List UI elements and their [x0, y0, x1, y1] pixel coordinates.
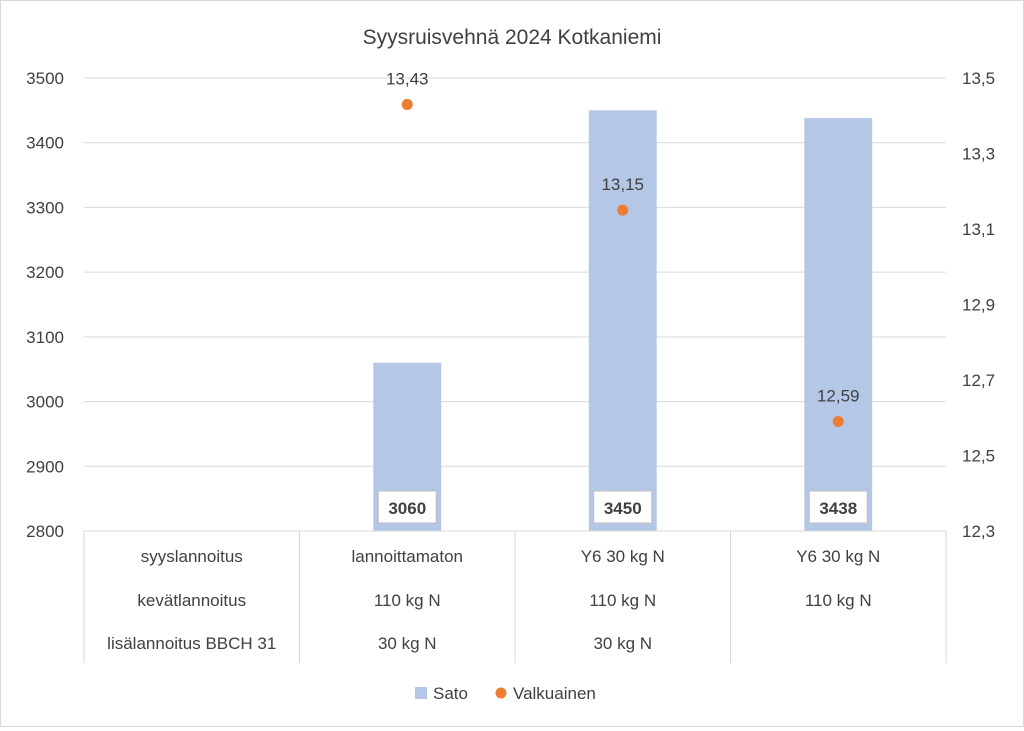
- left-axis: 2800 2900 3000 3100 3200 3300 3400 3500: [26, 69, 64, 541]
- bar-value-label: 3060: [388, 499, 426, 518]
- point-value-label: 12,59: [817, 387, 860, 406]
- left-tick-label: 3200: [26, 263, 64, 282]
- table-row-label: lisälannoitus BBCH 31: [107, 634, 276, 653]
- point-valkuainen: [832, 416, 844, 428]
- left-tick-label: 2800: [26, 522, 64, 541]
- bar-sato: [804, 118, 873, 531]
- right-tick-label: 12,5: [962, 447, 995, 466]
- point-value-label: 13,43: [386, 69, 429, 88]
- table-cell: Y6 30 kg N: [581, 547, 665, 566]
- left-tick-label: 3000: [26, 393, 64, 412]
- table-cell: 110 kg N: [805, 591, 872, 610]
- bar-value-label: 3438: [819, 499, 857, 518]
- legend-swatch-sato: [415, 687, 427, 699]
- point-valkuainen: [617, 204, 629, 216]
- table-row-label: kevätlannoitus: [137, 591, 246, 610]
- left-tick-label: 3100: [26, 328, 64, 347]
- right-axis: 12,3 12,5 12,7 12,9 13,1 13,3 13,5: [962, 69, 995, 541]
- table-cell: Y6 30 kg N: [796, 547, 880, 566]
- right-tick-label: 12,3: [962, 522, 995, 541]
- legend-swatch-valkuainen: [495, 687, 507, 699]
- point-value-label: 13,15: [601, 175, 644, 194]
- gridlines: [84, 77, 946, 467]
- table-cell: 30 kg N: [593, 634, 652, 653]
- right-tick-label: 12,9: [962, 296, 995, 315]
- table-cell: lannoittamaton: [351, 547, 463, 566]
- right-tick-label: 12,7: [962, 371, 995, 390]
- bar-value-label: 3450: [604, 499, 642, 518]
- table-cell: 110 kg N: [374, 591, 441, 610]
- left-tick-label: 3400: [26, 134, 64, 153]
- legend-label-valkuainen: Valkuainen: [513, 684, 596, 703]
- left-tick-label: 3500: [26, 69, 64, 88]
- right-tick-label: 13,3: [962, 145, 995, 164]
- right-tick-label: 13,5: [962, 69, 995, 88]
- bar-series: 3060 3450 3438: [373, 110, 873, 531]
- bar-value-label-box: [377, 490, 437, 524]
- bar-value-label-box: [593, 490, 653, 524]
- left-tick-label: 2900: [26, 457, 64, 476]
- chart-title: Syysruisvehnä 2024 Kotkaniemi: [363, 26, 662, 49]
- legend: Sato Valkuainen: [415, 684, 596, 703]
- point-valkuainen: [401, 98, 413, 110]
- scatter-series: 13,43 13,15 12,59: [386, 69, 860, 428]
- category-table: syyslannoitus lannoittamaton Y6 30 kg N Y6 …: [83, 530, 947, 663]
- table-cell: 110 kg N: [589, 591, 656, 610]
- bar-value-label-box: [808, 490, 868, 524]
- right-tick-label: 13,1: [962, 220, 995, 239]
- table-row-label: syyslannoitus: [141, 547, 243, 566]
- bar-sato: [588, 110, 657, 531]
- left-tick-label: 3300: [26, 198, 64, 217]
- table-cell: 30 kg N: [378, 634, 437, 653]
- legend-label-sato: Sato: [433, 684, 468, 703]
